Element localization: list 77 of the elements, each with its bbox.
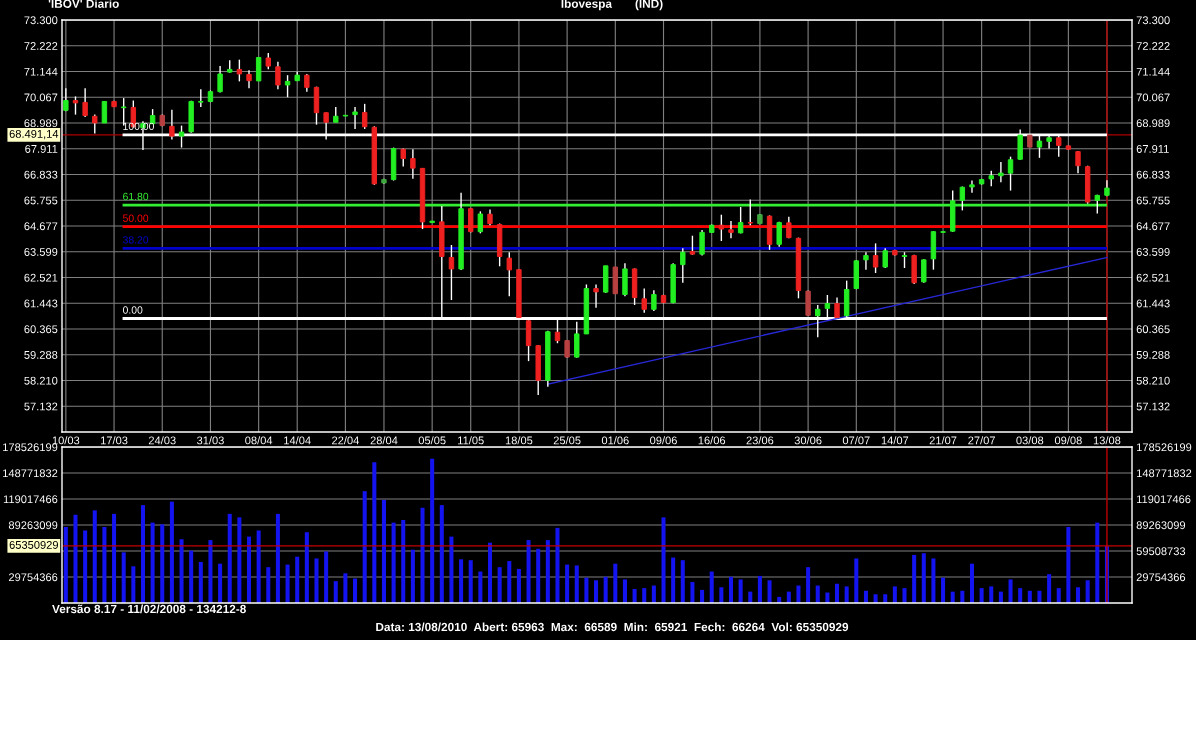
y-tick-label: 58.210 bbox=[24, 376, 58, 385]
y-tick-label: 67.911 bbox=[25, 145, 58, 153]
chart-subtitle: Ibovespa (IND) bbox=[561, 0, 663, 11]
y-tick-label: 29754366 bbox=[8, 573, 58, 582]
y2-tick-label: 64.677 bbox=[1136, 222, 1170, 231]
y2-tick-label: 65.755 bbox=[1136, 196, 1170, 205]
y-tick-label: 68.989 bbox=[24, 119, 58, 128]
y-tick-label: 63.599 bbox=[24, 248, 58, 256]
y2-tick-label: 61.443 bbox=[1136, 299, 1170, 308]
y-tick-label: 60.365 bbox=[24, 325, 58, 334]
annotation: 61.80 bbox=[123, 192, 149, 201]
annotation: 50.00 bbox=[122, 214, 149, 222]
x-tick-label: 16/06 bbox=[698, 436, 726, 445]
y2-tick-label: 57.132 bbox=[1136, 402, 1170, 411]
y-tick-label: 66.833 bbox=[24, 170, 58, 179]
y2-tick-label: 58.210 bbox=[1136, 376, 1170, 385]
y-tick-label: 73.300 bbox=[24, 16, 58, 25]
y-tick-label: 70.067 bbox=[24, 93, 58, 102]
y-tick-label: 61.443 bbox=[24, 299, 58, 308]
y-tick-label: 148771832 bbox=[3, 469, 58, 478]
annotation: 0.00 bbox=[122, 306, 143, 314]
y2-tick-label: 70.067 bbox=[1136, 93, 1170, 102]
x-tick-label: 03/08 bbox=[1016, 436, 1044, 445]
x-tick-label: 28/04 bbox=[370, 436, 398, 445]
y2-tick-label: 59.288 bbox=[1136, 351, 1170, 359]
x-tick-label: 22/04 bbox=[332, 436, 359, 445]
y2-tick-label: 67.911 bbox=[1136, 145, 1169, 153]
y-tick-label: 71.144 bbox=[24, 67, 58, 76]
x-tick-label: 13/08 bbox=[1093, 436, 1121, 445]
y-tick-label: 178526199 bbox=[3, 443, 58, 452]
x-tick-label: 05/05 bbox=[418, 436, 446, 445]
y2-tick-label: 29754366 bbox=[1136, 573, 1186, 582]
y-tick-label: 59.288 bbox=[24, 351, 58, 359]
x-tick-label: 09/08 bbox=[1054, 436, 1082, 445]
y-tick-label: 57.132 bbox=[24, 402, 58, 411]
y2-tick-label: 73.300 bbox=[1136, 16, 1170, 25]
x-tick-label: 10/03 bbox=[52, 436, 80, 445]
text: Versão 8.17 - 11/02/2008 - 134212-8 bbox=[52, 604, 246, 614]
x-tick-label: 25/05 bbox=[553, 436, 581, 445]
y2-tick-label: 59508733 bbox=[1136, 547, 1186, 556]
x-tick-label: 07/07 bbox=[842, 436, 870, 445]
x-tick-label: 14/07 bbox=[881, 436, 909, 445]
y2-tick-label: 72.222 bbox=[1136, 42, 1170, 50]
y2-tick-label: 62.521 bbox=[1136, 273, 1170, 282]
y2-tick-label: 119017466 bbox=[1137, 495, 1191, 504]
x-tick-label: 01/06 bbox=[601, 436, 629, 445]
x-tick-label: 30/06 bbox=[794, 436, 822, 445]
x-tick-label: 11/05 bbox=[458, 436, 484, 445]
annotation: 38.20 bbox=[122, 236, 149, 244]
y-tick-label: 62.521 bbox=[24, 273, 58, 282]
y2-tick-label: 178526199 bbox=[1137, 443, 1192, 452]
y-tick-label: 72.222 bbox=[24, 42, 58, 50]
y-tick-label: 65.755 bbox=[24, 196, 58, 205]
y2-tick-label: 66.833 bbox=[1136, 170, 1170, 179]
x-tick-label: 14/04 bbox=[284, 436, 311, 445]
y-tick-label: 89263099 bbox=[8, 521, 58, 530]
text: Data: 13/08/2010 Abert: 65963 Max: 66589 Min: 65921 Fech: 66264 Vol: 65350929 bbox=[376, 622, 849, 632]
y-tick-label: 119017466 bbox=[3, 495, 58, 504]
x-tick-label: 21/07 bbox=[929, 436, 957, 445]
x-tick-label: 18/05 bbox=[505, 436, 533, 445]
text: 65350929 bbox=[9, 541, 59, 549]
x-tick-label: 17/03 bbox=[101, 436, 128, 445]
chart-title: 'IBOV' Diario bbox=[48, 0, 119, 8]
y2-tick-label: 148771832 bbox=[1137, 469, 1192, 478]
x-tick-label: 23/06 bbox=[746, 436, 774, 445]
x-tick-label: 27/07 bbox=[968, 436, 995, 445]
x-tick-label: 09/06 bbox=[650, 436, 677, 445]
y2-tick-label: 60.365 bbox=[1136, 325, 1170, 334]
x-tick-label: 31/03 bbox=[196, 436, 224, 445]
y2-tick-label: 68.989 bbox=[1136, 119, 1170, 128]
y2-tick-label: 71.144 bbox=[1136, 67, 1170, 76]
y2-tick-label: 89263099 bbox=[1136, 521, 1186, 530]
x-tick-label: 24/03 bbox=[148, 436, 176, 445]
y2-tick-label: 63.599 bbox=[1136, 248, 1170, 256]
x-tick-label: 08/04 bbox=[245, 436, 273, 445]
y-tick-label: 64.677 bbox=[24, 222, 58, 231]
text: 68.491,14 bbox=[9, 130, 59, 140]
